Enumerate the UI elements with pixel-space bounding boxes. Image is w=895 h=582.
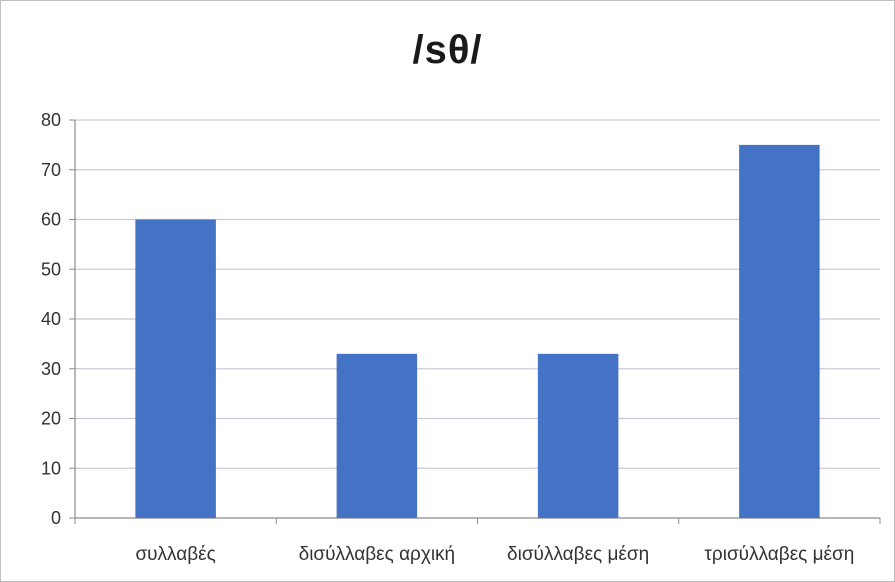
y-tick-label: 80: [41, 110, 61, 130]
y-tick-label: 50: [41, 259, 61, 279]
bar-4: [739, 144, 820, 518]
bar-3: [537, 353, 619, 518]
y-tick-label: 0: [51, 508, 61, 528]
y-tick-label: 20: [41, 409, 61, 429]
bar-2: [336, 353, 418, 518]
category-label: συλλαβές: [135, 544, 215, 565]
y-tick-label: 40: [41, 309, 61, 329]
chart-title: /sθ/: [412, 28, 483, 72]
y-tick-label: 60: [41, 210, 61, 230]
y-tick-label: 30: [41, 359, 61, 379]
y-tick-labels: 0 10 20 30 40 50 60 70 80: [41, 110, 61, 528]
category-label: δισύλλαβες μέση: [507, 544, 649, 565]
category-label: τρισύλλαβες μέση: [704, 544, 854, 565]
y-tick-label: 70: [41, 160, 61, 180]
x-category-labels: συλλαβές δισύλλαβες αρχική δισύλλαβες μέση…: [135, 544, 854, 565]
bar-1: [135, 219, 216, 518]
category-label: δισύλλαβες αρχική: [299, 544, 456, 565]
y-tick-label: 10: [41, 458, 61, 478]
bars: [135, 144, 820, 518]
